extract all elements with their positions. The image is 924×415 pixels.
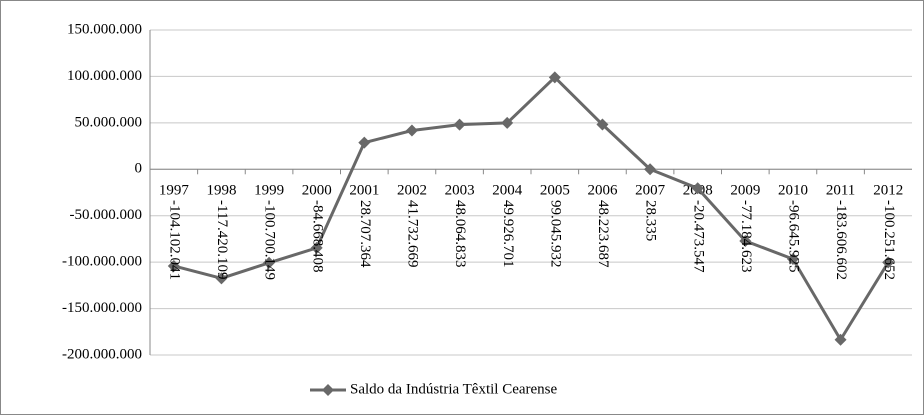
data-label: -84.668.408 (309, 200, 325, 273)
data-label: -183.606.602 (833, 200, 849, 280)
y-tick-label: -50.000.000 (70, 207, 143, 223)
x-tick-label: 2004 (492, 183, 523, 199)
data-point (405, 124, 418, 137)
data-label: -100.700.149 (262, 200, 278, 280)
series-line (173, 75, 890, 343)
data-label: -104.102.041 (166, 200, 182, 280)
data-point (263, 256, 276, 269)
legend-label: Saldo da Indústria Têxtil Cearense (350, 381, 558, 397)
data-point (596, 118, 609, 131)
data-label: 99.045.932 (547, 200, 563, 268)
data-label: 48.223.687 (595, 200, 611, 268)
data-label: -100.251.652 (881, 200, 897, 280)
x-tick-label: 2002 (397, 183, 427, 199)
x-tick-label: 2011 (826, 183, 855, 199)
data-point (691, 182, 704, 195)
x-tick-label: 2000 (302, 183, 332, 199)
legend-marker (322, 384, 334, 396)
data-label: 49.926.701 (500, 200, 516, 268)
data-label: -117.420.109 (214, 200, 230, 279)
data-point (501, 116, 514, 129)
data-label: 48.064.833 (452, 200, 468, 268)
y-tick-label: -100.000.000 (62, 254, 142, 270)
x-tick-label: 2012 (873, 183, 903, 199)
data-point (358, 136, 371, 149)
x-tick-label: 2010 (778, 183, 808, 199)
y-tick-label: 0 (135, 161, 143, 177)
data-point (882, 256, 895, 269)
x-tick-label: 2003 (445, 183, 475, 199)
data-point (548, 71, 561, 84)
y-tick-label: 50.000.000 (75, 114, 143, 130)
data-point (834, 333, 847, 346)
data-point (453, 118, 466, 131)
x-tick-label: 2005 (540, 183, 570, 199)
y-tick-label: 100.000.000 (67, 68, 142, 84)
data-point (644, 163, 657, 176)
y-tick-label: -150.000.000 (62, 300, 142, 316)
data-label: -96.645.925 (786, 200, 802, 273)
x-tick-label: 1999 (254, 183, 284, 199)
x-tick-label: 2006 (587, 183, 618, 199)
data-label: -77.184.623 (738, 200, 754, 273)
data-point (167, 259, 180, 272)
x-tick-label: 2009 (730, 183, 760, 199)
data-point (739, 234, 752, 247)
x-tick-label: 2001 (349, 183, 379, 199)
y-tick-label: -200.000.000 (62, 346, 142, 362)
data-label: 41.732.669 (405, 200, 421, 268)
data-point (310, 241, 323, 254)
data-label: -20.473.547 (690, 200, 706, 273)
data-label: 28.707.364 (357, 200, 373, 268)
data-point (215, 272, 228, 285)
y-tick-label: 150.000.000 (67, 21, 142, 37)
data-point (786, 253, 799, 266)
x-tick-label: 1997 (159, 183, 190, 199)
x-tick-label: 2007 (635, 183, 666, 199)
data-label: 28.335 (643, 200, 659, 241)
x-tick-label: 1998 (206, 183, 236, 199)
